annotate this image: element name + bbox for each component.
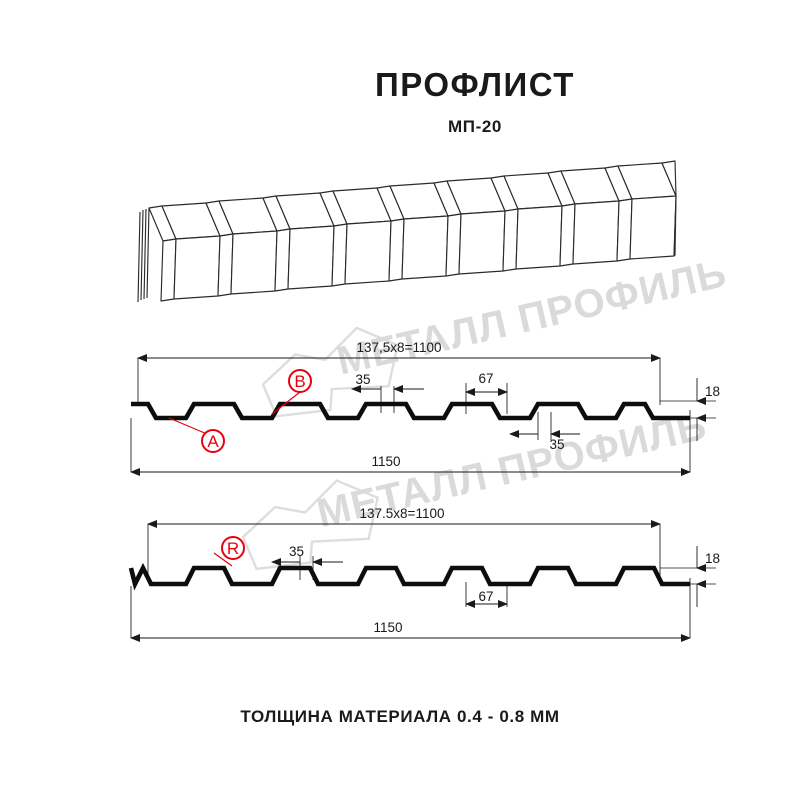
dimension-label-flat-bottom: 67: [478, 589, 493, 604]
dimension-label-height-top: 18: [705, 384, 720, 399]
dimension-flat-top: 67: [465, 371, 508, 396]
dimension-label-pitch-bottom: 35: [289, 544, 304, 559]
dimension-label-total-top: 1150: [371, 454, 400, 469]
dimension-label-height-bottom: 18: [705, 551, 720, 566]
dimension-total-top: 1150: [130, 454, 691, 476]
dimension-flat-bottom: 67: [465, 589, 508, 608]
dimension-pitch-top: 35: [351, 372, 424, 393]
page-title: ПРОФЛИСТ: [375, 66, 575, 103]
dimension-label-overall-bottom: 137.5x8=1100: [360, 506, 445, 521]
dimension-pitch-bottom: 35: [271, 544, 343, 566]
callout-label-r: R: [227, 539, 239, 558]
dimension-label-total-bottom: 1150: [373, 620, 402, 635]
dimension-label-overall-top: 137,5x8=1100: [357, 340, 442, 355]
extension-lines-top: [130, 358, 716, 472]
dimension-height-bottom: 18: [696, 546, 720, 607]
dimension-overall-top: 137,5x8=1100: [137, 340, 661, 362]
profile-outline-top: [131, 401, 690, 421]
dimension-overall-bottom: 137.5x8=1100: [147, 506, 661, 528]
dimension-label-pitch-lower-top: 35: [549, 437, 564, 452]
callout-label-b: B: [294, 372, 305, 391]
cross-section-bottom: 137.5x8=1100 1150 35 67 18: [128, 506, 720, 642]
dimension-pitch-lower-top: 35: [509, 430, 580, 452]
page-subtitle: МП-20: [448, 117, 502, 136]
cross-section-top: 137,5x8=1100 1150 35 67 35: [130, 340, 720, 476]
callout-r: R: [213, 536, 245, 567]
callout-b: B: [271, 369, 312, 415]
profile-outline-bottom: [128, 562, 690, 591]
dimension-height-top: 18: [696, 378, 720, 441]
isometric-profile-view: [137, 160, 677, 303]
watermark-logo-icon: [241, 479, 380, 571]
dimension-total-bottom: 1150: [130, 620, 691, 642]
callout-label-a: A: [207, 432, 219, 451]
extension-lines-bottom: [130, 524, 716, 638]
dimension-label-pitch-top: 35: [355, 372, 370, 387]
dimension-label-flat-top: 67: [478, 371, 493, 386]
callout-a: A: [168, 417, 225, 453]
material-thickness-note: ТОЛЩИНА МАТЕРИАЛА 0.4 - 0.8 ММ: [240, 707, 560, 726]
